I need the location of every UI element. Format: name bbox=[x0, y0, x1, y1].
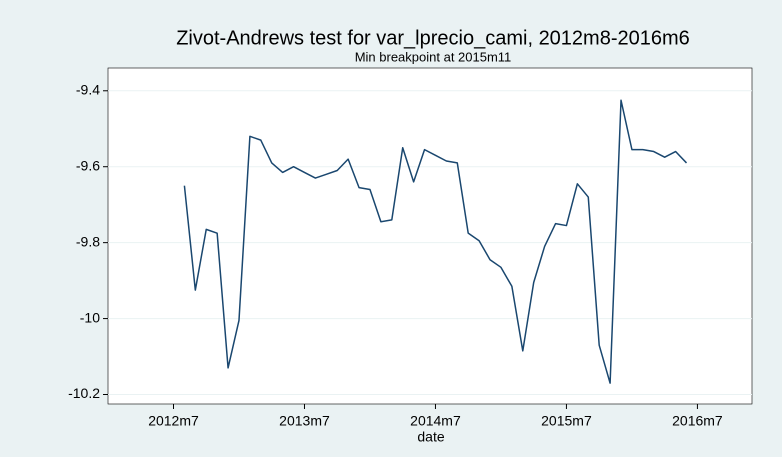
y-tick-label: -9.8 bbox=[76, 233, 100, 249]
y-tick-label: -9.6 bbox=[76, 157, 100, 173]
chart-subtitle: Min breakpoint at 2015m11 bbox=[355, 49, 512, 64]
x-tick-label: 2013m7 bbox=[279, 413, 330, 429]
y-tick-label: -9.4 bbox=[76, 81, 100, 97]
x-axis-label: date bbox=[417, 429, 444, 445]
x-tick-label: 2016m7 bbox=[672, 413, 723, 429]
chart-title: Zivot-Andrews test for var_lprecio_cami,… bbox=[176, 27, 690, 49]
x-tick-label: 2012m7 bbox=[148, 413, 199, 429]
y-tick-label: -10.2 bbox=[68, 385, 100, 401]
y-tick-label: -10 bbox=[80, 309, 100, 325]
x-tick-label: 2015m7 bbox=[541, 413, 592, 429]
x-tick-label: 2014m7 bbox=[410, 413, 461, 429]
plot-area bbox=[107, 67, 753, 405]
data-line bbox=[183, 99, 688, 384]
